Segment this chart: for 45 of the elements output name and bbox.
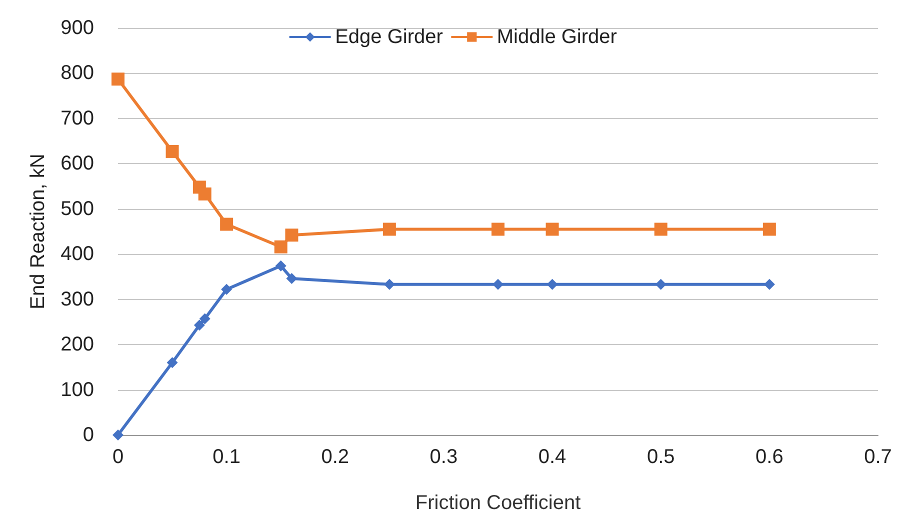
x-tick-label: 0: [112, 446, 124, 468]
x-tick-label: 0.4: [538, 446, 566, 468]
y-tick-label: 100: [60, 378, 94, 401]
y-tick-label: 600: [60, 152, 94, 175]
point: [274, 240, 288, 254]
point: [166, 144, 179, 158]
point: [199, 313, 210, 324]
legend-label: Middle Girder: [496, 26, 618, 48]
y-tick-label: 0: [82, 424, 94, 446]
point: [492, 222, 504, 236]
point: [546, 278, 558, 290]
point: [655, 278, 666, 290]
y-tick-label: 300: [60, 288, 94, 310]
y-tick-label: 900: [60, 17, 94, 39]
x-tick-label: 0.5: [646, 446, 675, 468]
point: [221, 284, 232, 295]
x-tick-label: 0.3: [430, 446, 458, 468]
point: [112, 430, 124, 440]
y-axis-title: End Reaction, kN: [27, 154, 49, 310]
point: [764, 278, 775, 290]
point: [285, 228, 298, 242]
x-tick-label: 0.2: [321, 446, 350, 468]
legend-label: Edge Girder: [335, 26, 444, 48]
y-tick-label: 800: [60, 62, 94, 84]
x-tick-label: 0.6: [756, 446, 784, 468]
point: [762, 222, 776, 236]
x-tick-label: 0.1: [212, 446, 240, 468]
x-axis-title: Friction Coefficient: [415, 492, 582, 514]
x-tick-label: 0.7: [864, 446, 892, 468]
y-tick-label: 500: [60, 198, 94, 220]
point: [275, 260, 286, 272]
point: [546, 222, 559, 236]
point: [382, 222, 396, 236]
point: [654, 222, 668, 236]
point: [194, 320, 205, 331]
point: [220, 218, 234, 231]
y-tick-label: 200: [60, 334, 94, 356]
point: [492, 278, 504, 290]
y-tick-label: 400: [60, 243, 94, 266]
point: [198, 187, 212, 200]
point: [384, 278, 395, 290]
point: [112, 72, 124, 86]
y-tick-label: 700: [60, 107, 94, 130]
point: [166, 357, 178, 368]
point: [286, 273, 298, 284]
